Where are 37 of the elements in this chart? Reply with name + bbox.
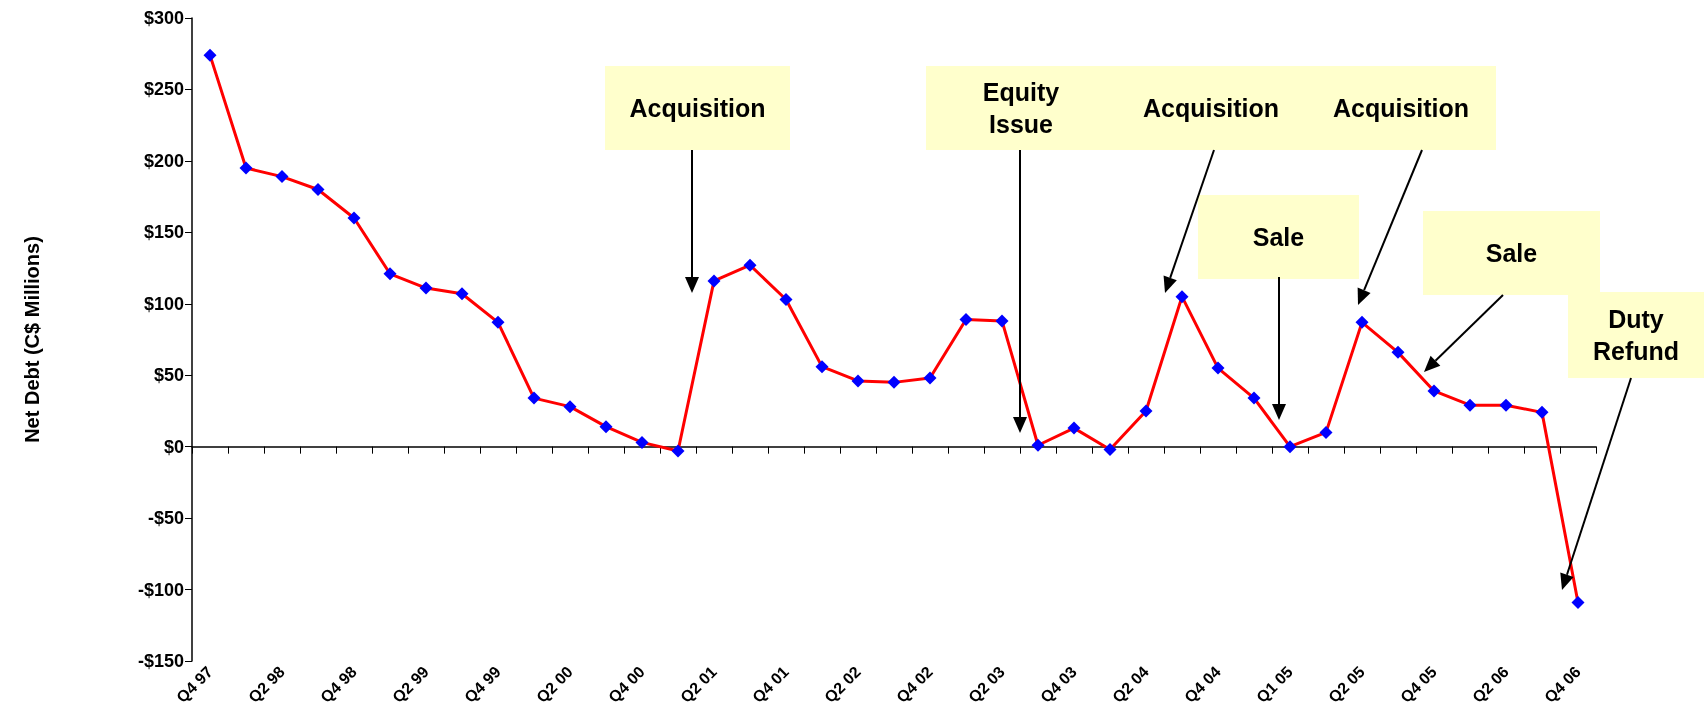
note-box: Sale — [1423, 211, 1600, 295]
x-tick-label: Q2 06 — [1469, 662, 1513, 706]
x-tick-label: Q4 01 — [749, 662, 793, 706]
x-tick-label: Q4 03 — [1037, 662, 1081, 706]
x-tick-label: Q4 04 — [1181, 662, 1225, 706]
note-box: Acquisition — [1306, 66, 1496, 150]
x-tick-label: Q4 98 — [317, 662, 361, 706]
y-tick-label: $50 — [153, 365, 184, 386]
note-box: Acquisition — [1116, 66, 1306, 150]
y-tick-label: -$150 — [137, 651, 184, 671]
x-tick-label: Q2 99 — [389, 662, 433, 706]
y-tick-label: $100 — [143, 293, 184, 314]
x-tick-label: Q2 98 — [245, 662, 289, 706]
y-tick-label: $0 — [163, 436, 184, 457]
x-tick-label: Q4 06 — [1541, 662, 1585, 706]
y-axis-title: Net Debt (C$ Millions) — [21, 236, 43, 443]
y-tick-label: -$50 — [147, 508, 184, 529]
x-tick-label: Q2 05 — [1325, 662, 1369, 706]
note-box: Sale — [1198, 195, 1359, 279]
y-tick-label: $300 — [143, 8, 184, 28]
y-tick-label: $200 — [143, 150, 184, 171]
x-tick-label: Q4 99 — [461, 662, 505, 706]
y-tick-label: $150 — [143, 222, 184, 243]
x-tick-label: Q2 04 — [1109, 662, 1153, 706]
x-tick-label: Q1 05 — [1253, 662, 1297, 706]
y-tick-label: $250 — [143, 79, 184, 100]
x-tick-label: Q4 05 — [1397, 662, 1441, 706]
y-tick-label: -$100 — [137, 579, 184, 600]
note-box: Equity Issue — [926, 66, 1116, 150]
x-tick-label: Q2 01 — [677, 662, 721, 706]
note-box: Duty Refund — [1568, 292, 1704, 378]
x-tick-label: Q2 00 — [533, 662, 577, 706]
note-box: Acquisition — [605, 66, 790, 150]
x-tick-label: Q4 02 — [893, 662, 937, 706]
x-tick-label: Q4 00 — [605, 662, 649, 706]
x-tick-label: Q2 03 — [965, 662, 1009, 706]
x-tick-label: Q2 02 — [821, 662, 865, 706]
